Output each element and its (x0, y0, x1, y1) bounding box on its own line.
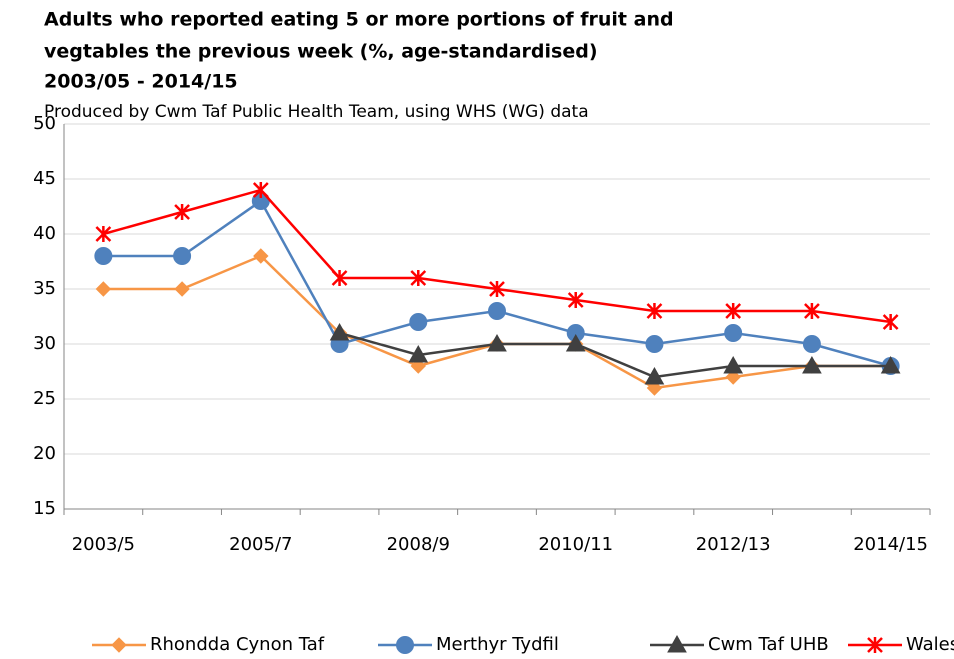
marker (725, 303, 742, 319)
marker (802, 355, 822, 374)
x-tick-label: 2014/15 (853, 534, 928, 555)
marker (95, 281, 112, 297)
x-tick-label: 2008/9 (387, 534, 450, 555)
y-tick-label: 35 (33, 278, 56, 299)
marker (723, 355, 744, 374)
legend-label: Cwm Taf UHB (708, 634, 829, 655)
marker (804, 303, 820, 319)
marker (408, 344, 429, 363)
x-tick-label: 2005/7 (229, 534, 292, 555)
legend-label: Rhondda Cynon Taf (150, 634, 325, 655)
marker (95, 226, 112, 242)
chart-title: Adults who reported eating 5 or more por… (44, 9, 674, 31)
marker (173, 247, 192, 265)
series (95, 182, 899, 330)
x-tick-label: 2003/5 (72, 534, 135, 555)
marker (880, 355, 901, 374)
y-tick-label: 25 (33, 388, 56, 409)
marker (802, 335, 821, 353)
series (329, 322, 901, 385)
marker (667, 634, 687, 653)
marker (489, 281, 505, 297)
y-tick-label: 50 (33, 113, 56, 134)
chart-title: vegtables the previous week (%, age-stan… (44, 41, 598, 63)
marker (94, 247, 113, 265)
y-tick-label: 40 (33, 223, 56, 244)
marker (565, 333, 586, 352)
chart-subtitle: Produced by Cwm Taf Public Health Team, … (44, 102, 589, 122)
marker (646, 303, 663, 319)
y-tick-label: 20 (33, 443, 56, 464)
y-tick-label: 15 (33, 498, 56, 519)
marker (111, 637, 127, 653)
series (95, 248, 899, 396)
marker (488, 302, 506, 320)
x-tick-label: 2010/11 (538, 534, 613, 555)
marker (329, 322, 350, 341)
marker (174, 281, 190, 297)
legend-label: Merthyr Tydfil (436, 634, 559, 655)
marker (174, 204, 190, 220)
marker (331, 270, 348, 286)
marker (724, 324, 743, 342)
marker (645, 335, 664, 353)
y-tick-label: 30 (33, 333, 56, 354)
chart-title: 2003/05 - 2014/15 (44, 71, 238, 93)
marker (882, 314, 899, 330)
marker (409, 313, 428, 331)
marker (644, 366, 665, 385)
y-tick-label: 45 (33, 168, 56, 189)
x-tick-label: 2012/13 (696, 534, 771, 555)
marker (396, 636, 414, 654)
marker (253, 248, 269, 264)
marker (867, 637, 883, 653)
marker (487, 333, 507, 352)
marker (410, 270, 427, 286)
marker (252, 182, 269, 198)
line (103, 254, 891, 390)
line (339, 331, 891, 379)
marker (567, 292, 584, 308)
legend-label: Wales (906, 634, 954, 655)
